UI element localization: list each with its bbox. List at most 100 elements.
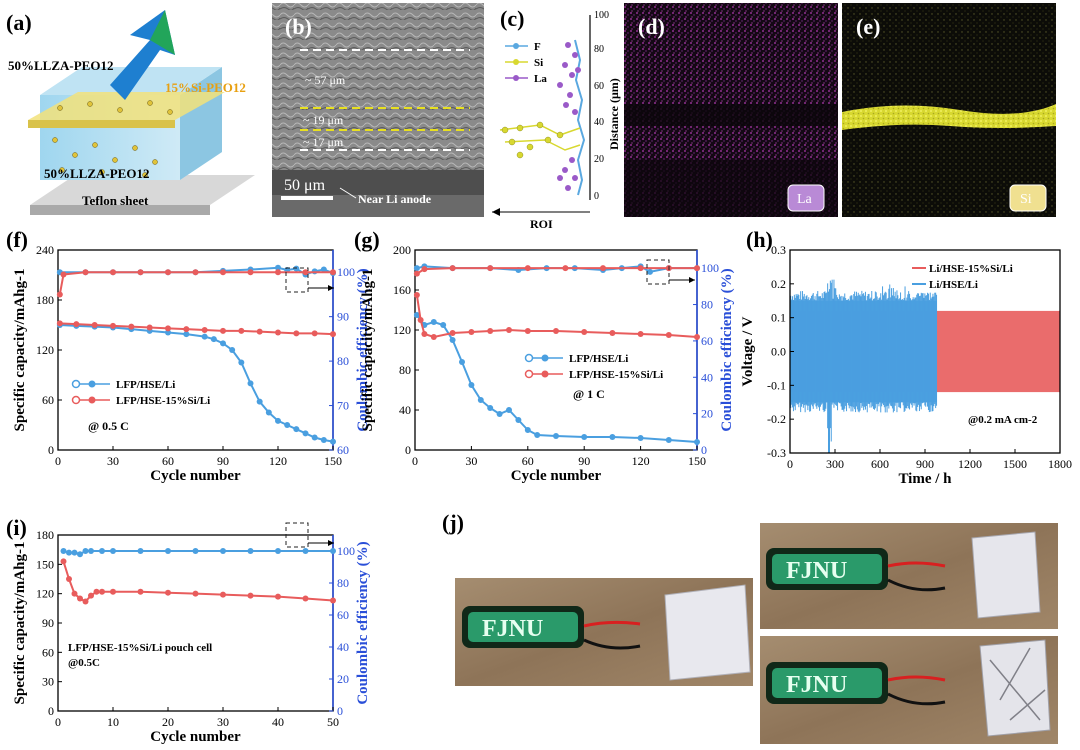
legend-entry: LFP/HSE-15%Si/Li [569, 369, 663, 381]
data-point [220, 327, 226, 334]
data-point [210, 336, 217, 343]
data-point [56, 291, 63, 298]
panel-b-label: (b) [285, 14, 312, 39]
data-point [66, 576, 72, 582]
data-point [220, 548, 226, 554]
data-point [413, 265, 420, 272]
y2-tick-label: 60 [337, 608, 349, 622]
data-point [553, 328, 559, 334]
anode-note: Near Li anode [358, 192, 432, 206]
y2-tick-label: 0 [337, 704, 343, 718]
panel-f-label: (f) [6, 227, 28, 252]
data-point [137, 548, 144, 554]
legend-si: Si [534, 57, 543, 69]
thickness-2: ~ 19 μm [303, 113, 344, 127]
data-point [165, 269, 171, 276]
x-axis-label: Time / h [898, 471, 952, 487]
data-point [82, 598, 89, 605]
data-point [449, 337, 456, 343]
panel-i-label: (i) [6, 515, 27, 540]
c-tick-60: 60 [594, 81, 604, 92]
data-point [487, 328, 494, 334]
x-tick-label: 40 [272, 715, 284, 729]
legend-entry: LFP/HSE/Li [116, 379, 175, 391]
data-point [302, 595, 309, 602]
legend-la: La [534, 73, 547, 85]
si-element-badge: Si [1020, 192, 1032, 207]
y-axis-label: Specific capacity/mAhg-1 [12, 269, 28, 432]
data-point [637, 265, 644, 272]
data-point [71, 590, 78, 597]
data-point [430, 334, 437, 340]
x-tick-label: 60 [162, 454, 174, 468]
data-point [421, 331, 428, 337]
data-point [220, 340, 226, 347]
y2-tick-label: 100 [701, 261, 719, 275]
data-point [275, 417, 281, 424]
data-point [93, 588, 100, 595]
data-point [609, 434, 616, 440]
data-point [128, 323, 135, 330]
x-axis-label: Cycle number [150, 468, 241, 484]
particles [52, 100, 173, 178]
data-point [534, 432, 541, 438]
y2-tick-label: 80 [337, 354, 349, 368]
legend-entry: LFP/HSE/Li [569, 353, 628, 365]
y2-axis-label: Coulombic efficiency (%) [355, 541, 371, 704]
data-point [77, 595, 83, 602]
legend-entry: Li/HSE-15%Si/Li [929, 263, 1013, 275]
data-point [165, 325, 171, 332]
chart-f: (f)0 30 60 90 120 15006012018024060708090100C… [6, 227, 371, 484]
data-point [459, 359, 465, 365]
series-line [58, 271, 333, 295]
y-axis-label: Specific capacity/mAhg-1 [12, 542, 28, 705]
data-point [110, 269, 116, 276]
data-point [77, 551, 83, 558]
panel-d-la-map: (d) La [624, 3, 838, 217]
y2-tick-label: 90 [337, 310, 349, 324]
y2-tick-label: 20 [337, 672, 349, 686]
data-point [330, 597, 336, 604]
data-point [165, 589, 171, 596]
data-point [110, 588, 116, 595]
data-point [71, 549, 78, 556]
data-point [88, 592, 94, 599]
zoom-box [646, 259, 670, 285]
data-point [600, 265, 606, 272]
data-point [421, 266, 428, 273]
c-ticks: 0 20 40 60 80 100 [594, 10, 609, 202]
x-tick-label: 20 [162, 715, 174, 729]
data-point [413, 292, 420, 298]
data-point [581, 329, 588, 335]
y-tick-label: 0 [48, 704, 54, 718]
zoom-box [285, 267, 309, 293]
x-tick-label: 0 [787, 457, 793, 471]
legend-f: F [534, 41, 541, 53]
y-tick-label: 120 [393, 323, 411, 337]
data-point [137, 269, 144, 276]
y2-tick-label: 0 [701, 443, 707, 457]
y-tick-label: 160 [393, 283, 411, 297]
data-point [553, 433, 559, 439]
data-point [192, 590, 199, 597]
data-point [110, 548, 116, 554]
y-axis-label: Voltage / V [740, 316, 756, 386]
y-axis-label: Specific capacity/mAhg-1 [360, 269, 376, 432]
y-tick-label: 0.1 [771, 311, 786, 325]
data-point [694, 334, 700, 340]
data-point [413, 270, 420, 277]
data-point [60, 548, 67, 554]
data-point [229, 347, 236, 353]
legend-c: F Si La [505, 41, 547, 85]
plot-frame [57, 534, 334, 712]
y2-tick-label: 40 [337, 640, 349, 654]
data-point [146, 324, 153, 331]
data-point [487, 265, 494, 272]
rate-annotation: @ 1 C [573, 387, 605, 401]
x-axis-label: Cycle number [150, 729, 241, 745]
x-tick-label: 600 [871, 457, 889, 471]
data-point [66, 549, 72, 556]
x-tick-label: 0 [412, 454, 418, 468]
y2-tick-label: 80 [337, 576, 349, 590]
